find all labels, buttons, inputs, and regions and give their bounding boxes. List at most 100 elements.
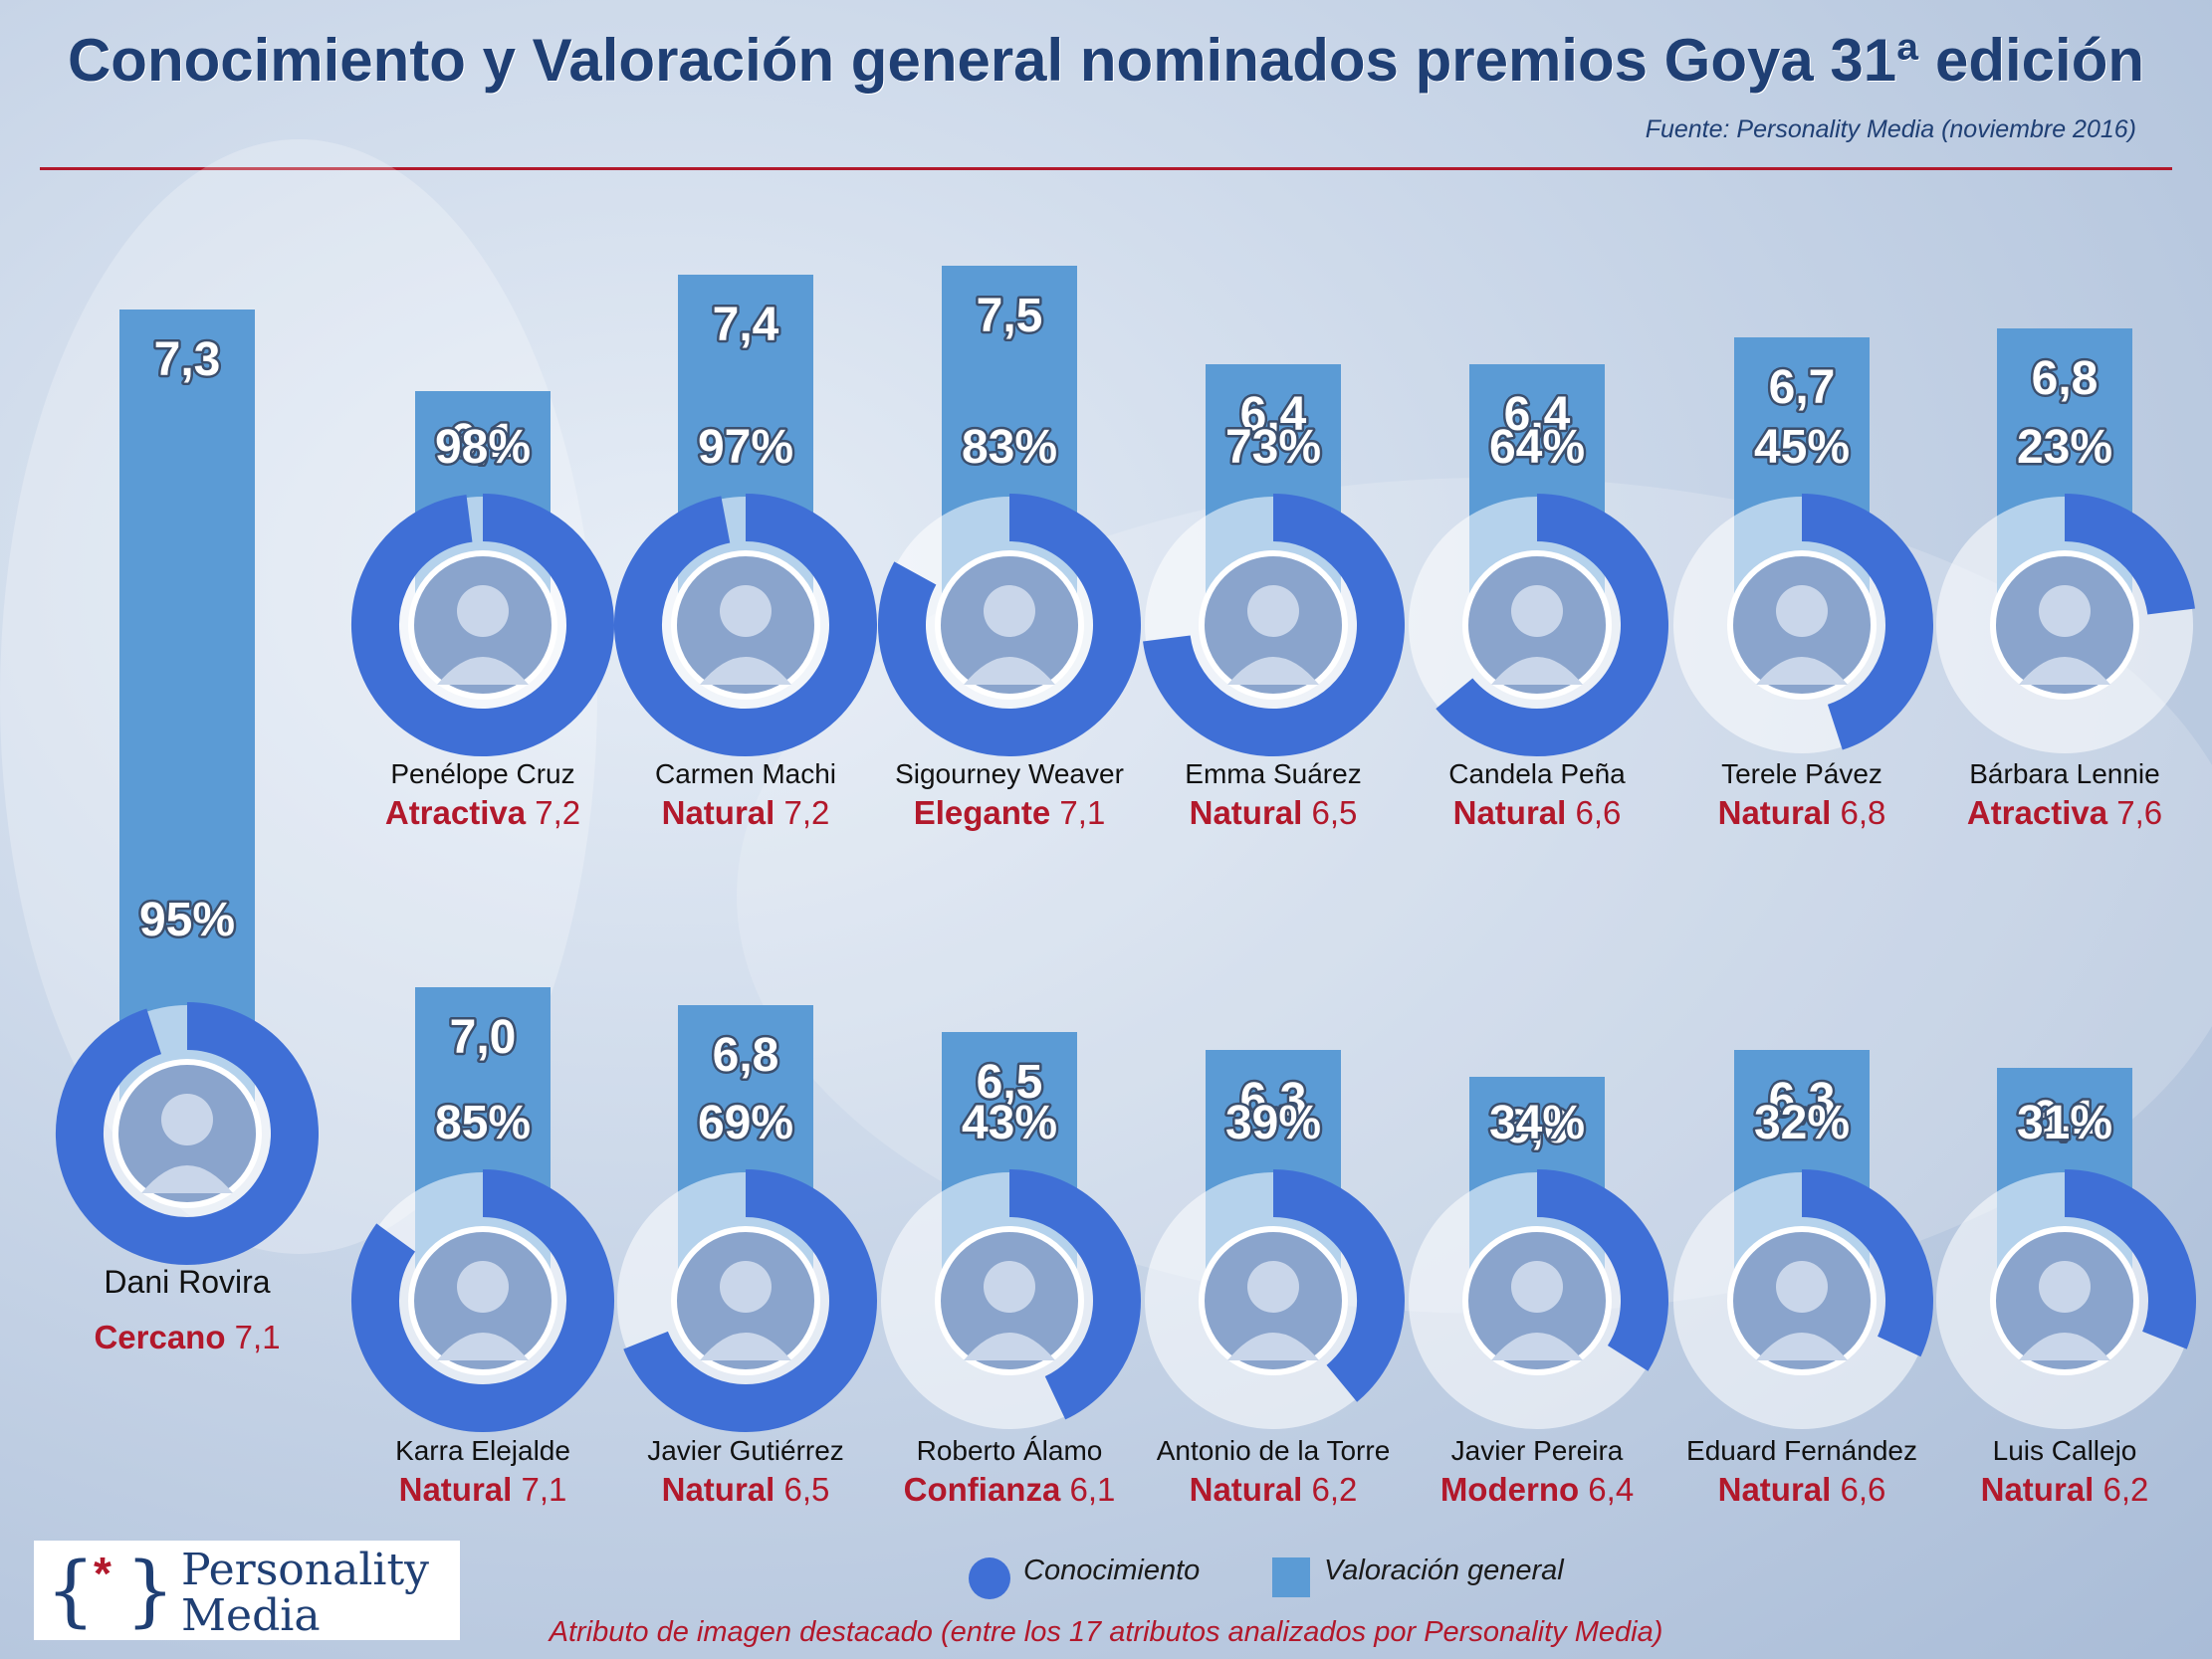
attribute-name: Cercano [94, 1319, 234, 1355]
avatar-body-dani-rovira [141, 1165, 233, 1193]
avatar-head-emma-suarez [1247, 585, 1299, 637]
conocimiento-label-barbara-lennie: 23% [2017, 421, 2112, 474]
attribute-terele-pavez: Natural 6,8 [1718, 794, 1886, 831]
avatar-head-karra-elejalde [457, 1261, 509, 1313]
conocimiento-label-sigourney-weaver: 83% [962, 421, 1057, 474]
valoracion-label-sigourney-weaver: 7,5 [977, 290, 1043, 342]
attribute-value: 6,4 [1588, 1471, 1634, 1508]
attribute-value: 6,6 [1841, 1471, 1886, 1508]
nominee-name-javier-gutierrez: Javier Gutiérrez [647, 1435, 844, 1466]
valoracion-label-eduard-fernandez: 6,3 [1769, 1074, 1836, 1127]
nominee-name-candela-pena: Candela Peña [1448, 758, 1626, 789]
attribute-javier-gutierrez: Natural 6,5 [662, 1471, 830, 1508]
attribute-value: 7,6 [2116, 794, 2162, 831]
conocimiento-ring-sigourney-weaver [878, 494, 1141, 756]
avatar-body-barbara-lennie [2019, 657, 2110, 685]
legend-conocimiento-label: Conocimiento [1023, 1555, 1201, 1586]
nominee-name-sigourney-weaver: Sigourney Weaver [895, 758, 1124, 789]
nominee-name-javier-pereira: Javier Pereira [1451, 1435, 1624, 1466]
attribute-value: 7,1 [1059, 794, 1105, 831]
avatar-body-luis-callejo [2019, 1333, 2110, 1360]
conocimiento-ring-antonio-de-la-torre [1272, 1169, 1405, 1402]
avatar-head-terele-pavez [1776, 585, 1828, 637]
conocimiento-ring-emma-suarez [1143, 494, 1405, 756]
conocimiento-label-antonio-de-la-torre: 39% [1225, 1097, 1321, 1149]
attribute-name: Natural [662, 794, 784, 831]
conocimiento-label-luis-callejo: 31% [2017, 1097, 2112, 1149]
conocimiento-ring-barbara-lennie [2064, 494, 2195, 616]
conocimiento-ring-javier-gutierrez [623, 1169, 877, 1432]
avatar-body-roberto-alamo [964, 1333, 1055, 1360]
valoracion-label-carmen-machi: 7,4 [713, 299, 779, 351]
title-divider [40, 167, 2172, 170]
conocimiento-label-carmen-machi: 97% [698, 421, 793, 474]
attribute-value: 7,2 [535, 794, 580, 831]
valoracion-label-javier-pereira: 6,0 [1504, 1101, 1571, 1153]
conocimiento-ring-dani-rovira [56, 1002, 319, 1265]
valoracion-label-luis-callejo: 6,1 [2032, 1092, 2099, 1144]
nominee-name-karra-elejalde: Karra Elejalde [395, 1435, 570, 1466]
attribute-javier-pereira: Moderno 6,4 [1440, 1471, 1634, 1508]
chart-title: Conocimiento y Valoración general nomina… [67, 27, 2145, 94]
attribute-name: Natural [1718, 794, 1841, 831]
conocimiento-label-dani-rovira: 95% [139, 894, 235, 946]
attribute-name: Natural [662, 1471, 784, 1508]
attribute-roberto-alamo: Confianza 6,1 [904, 1471, 1116, 1508]
conocimiento-label-eduard-fernandez: 32% [1754, 1097, 1850, 1149]
attribute-name: Natural [1981, 1471, 2103, 1508]
footnote: Atributo de imagen destacado (entre los … [549, 1616, 1663, 1648]
avatar-body-antonio-de-la-torre [1227, 1333, 1319, 1360]
attribute-luis-callejo: Natural 6,2 [1981, 1471, 2149, 1508]
nominee-name-emma-suarez: Emma Suárez [1185, 758, 1361, 789]
attribute-name: Natural [1453, 794, 1576, 831]
attribute-value: 6,5 [1312, 794, 1358, 831]
legend-conocimiento-icon [969, 1557, 1010, 1599]
avatar-body-sigourney-weaver [964, 657, 1055, 685]
nominee-name-dani-rovira: Dani Rovira [104, 1264, 270, 1300]
avatar-head-sigourney-weaver [984, 585, 1035, 637]
avatar-body-eduard-fernandez [1756, 1333, 1848, 1360]
valoracion-label-candela-pena: 6,4 [1504, 388, 1571, 441]
avatar-head-penelope-cruz [457, 585, 509, 637]
attribute-emma-suarez: Natural 6,5 [1190, 794, 1358, 831]
avatar-head-eduard-fernandez [1776, 1261, 1828, 1313]
valoracion-label-dani-rovira: 7,3 [154, 333, 221, 386]
attribute-value: 6,1 [1069, 1471, 1115, 1508]
valoracion-label-penelope-cruz: 6,1 [450, 415, 517, 468]
avatar-body-karra-elejalde [437, 1333, 529, 1360]
avatar-head-dani-rovira [161, 1094, 213, 1145]
nominee-name-luis-callejo: Luis Callejo [1993, 1435, 2137, 1466]
conocimiento-ring-luis-callejo [2064, 1169, 2196, 1349]
conocimiento-ring-candela-pena [1436, 494, 1668, 756]
attribute-name: Atractiva [1967, 794, 2116, 831]
conocimiento-ring-roberto-alamo [1008, 1169, 1141, 1420]
avatar-head-candela-pena [1511, 585, 1563, 637]
valoracion-label-emma-suarez: 6,4 [1240, 388, 1307, 441]
conocimiento-ring-carmen-machi [614, 494, 877, 756]
attribute-name: Natural [1190, 794, 1312, 831]
nominee-name-barbara-lennie: Bárbara Lennie [1969, 758, 2159, 789]
attribute-value: 6,8 [1841, 794, 1886, 831]
attribute-carmen-machi: Natural 7,2 [662, 794, 830, 831]
conocimiento-label-penelope-cruz: 98% [435, 421, 531, 474]
avatar-head-javier-pereira [1511, 1261, 1563, 1313]
attribute-value: 6,2 [2103, 1471, 2149, 1508]
nominee-name-antonio-de-la-torre: Antonio de la Torre [1157, 1435, 1391, 1466]
attribute-name: Atractiva [385, 794, 535, 831]
avatar-body-javier-pereira [1491, 1333, 1583, 1360]
valoracion-label-roberto-alamo: 6,5 [977, 1056, 1043, 1109]
attribute-name: Natural [1190, 1471, 1312, 1508]
conocimiento-label-terele-pavez: 45% [1754, 421, 1850, 474]
avatar-head-carmen-machi [720, 585, 772, 637]
conocimiento-label-karra-elejalde: 85% [435, 1097, 531, 1149]
avatar-body-terele-pavez [1756, 657, 1848, 685]
legend-valoracion-icon [1272, 1557, 1310, 1597]
valoracion-bar-dani-rovira [119, 310, 255, 1114]
attribute-value: 7,2 [784, 794, 830, 831]
attribute-name: Natural [1718, 1471, 1841, 1508]
conocimiento-label-emma-suarez: 73% [1225, 421, 1321, 474]
valoracion-label-antonio-de-la-torre: 6,3 [1240, 1074, 1307, 1127]
avatar-head-javier-gutierrez [720, 1261, 772, 1313]
